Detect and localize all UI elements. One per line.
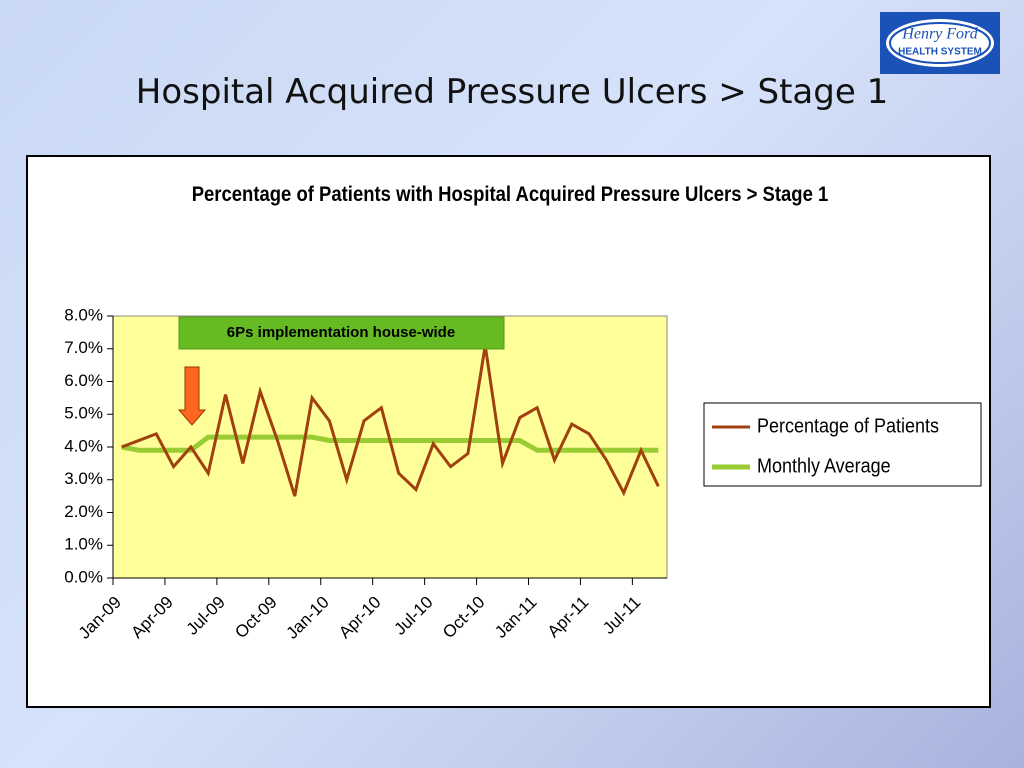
y-tick-label: 8.0% [64, 305, 103, 324]
x-tick-label: Jul-10 [390, 593, 436, 639]
legend-box [703, 402, 982, 487]
logo-text: Henry Ford [901, 26, 978, 43]
legend-label: Percentage of Patients [757, 415, 939, 437]
x-tick-label: Jul-09 [183, 593, 229, 639]
logo-oval [886, 19, 994, 67]
annotation-arrow [177, 366, 207, 426]
annotation-box [178, 316, 505, 350]
x-tick-label: Oct-09 [231, 593, 281, 643]
y-tick-label: 1.0% [64, 535, 103, 554]
x-tick-label: Jul-11 [599, 593, 644, 638]
y-tick-label: 5.0% [64, 404, 103, 423]
series-line [121, 345, 660, 497]
y-tick-label: 7.0% [64, 338, 103, 357]
chart-title: Percentage of Patients with Hospital Acq… [191, 183, 829, 206]
x-tick-label: Apr-10 [335, 593, 385, 643]
x-tick-label: Jan-11 [491, 593, 540, 642]
x-tick-label: Jan-09 [75, 593, 125, 643]
x-tick-label: Oct-10 [439, 593, 489, 643]
x-tick-label: Apr-09 [127, 593, 177, 643]
y-tick-label: 2.0% [64, 502, 103, 521]
logo-text: HEALTH SYSTEM [898, 47, 982, 58]
legend-label: Monthly Average [757, 455, 891, 477]
slide-title: Hospital Acquired Pressure Ulcers > Stag… [135, 72, 889, 112]
plot-area [112, 315, 668, 579]
logo-ring [889, 22, 991, 64]
y-tick-label: 6.0% [64, 371, 103, 390]
x-tick-label: Apr-11 [544, 593, 593, 642]
x-tick-label: Jan-10 [283, 593, 333, 643]
y-tick-label: 0.0% [64, 567, 103, 586]
y-tick-label: 4.0% [64, 436, 103, 455]
y-tick-label: 3.0% [64, 469, 103, 488]
annotation: 6Ps implementation house-wide [227, 324, 455, 341]
